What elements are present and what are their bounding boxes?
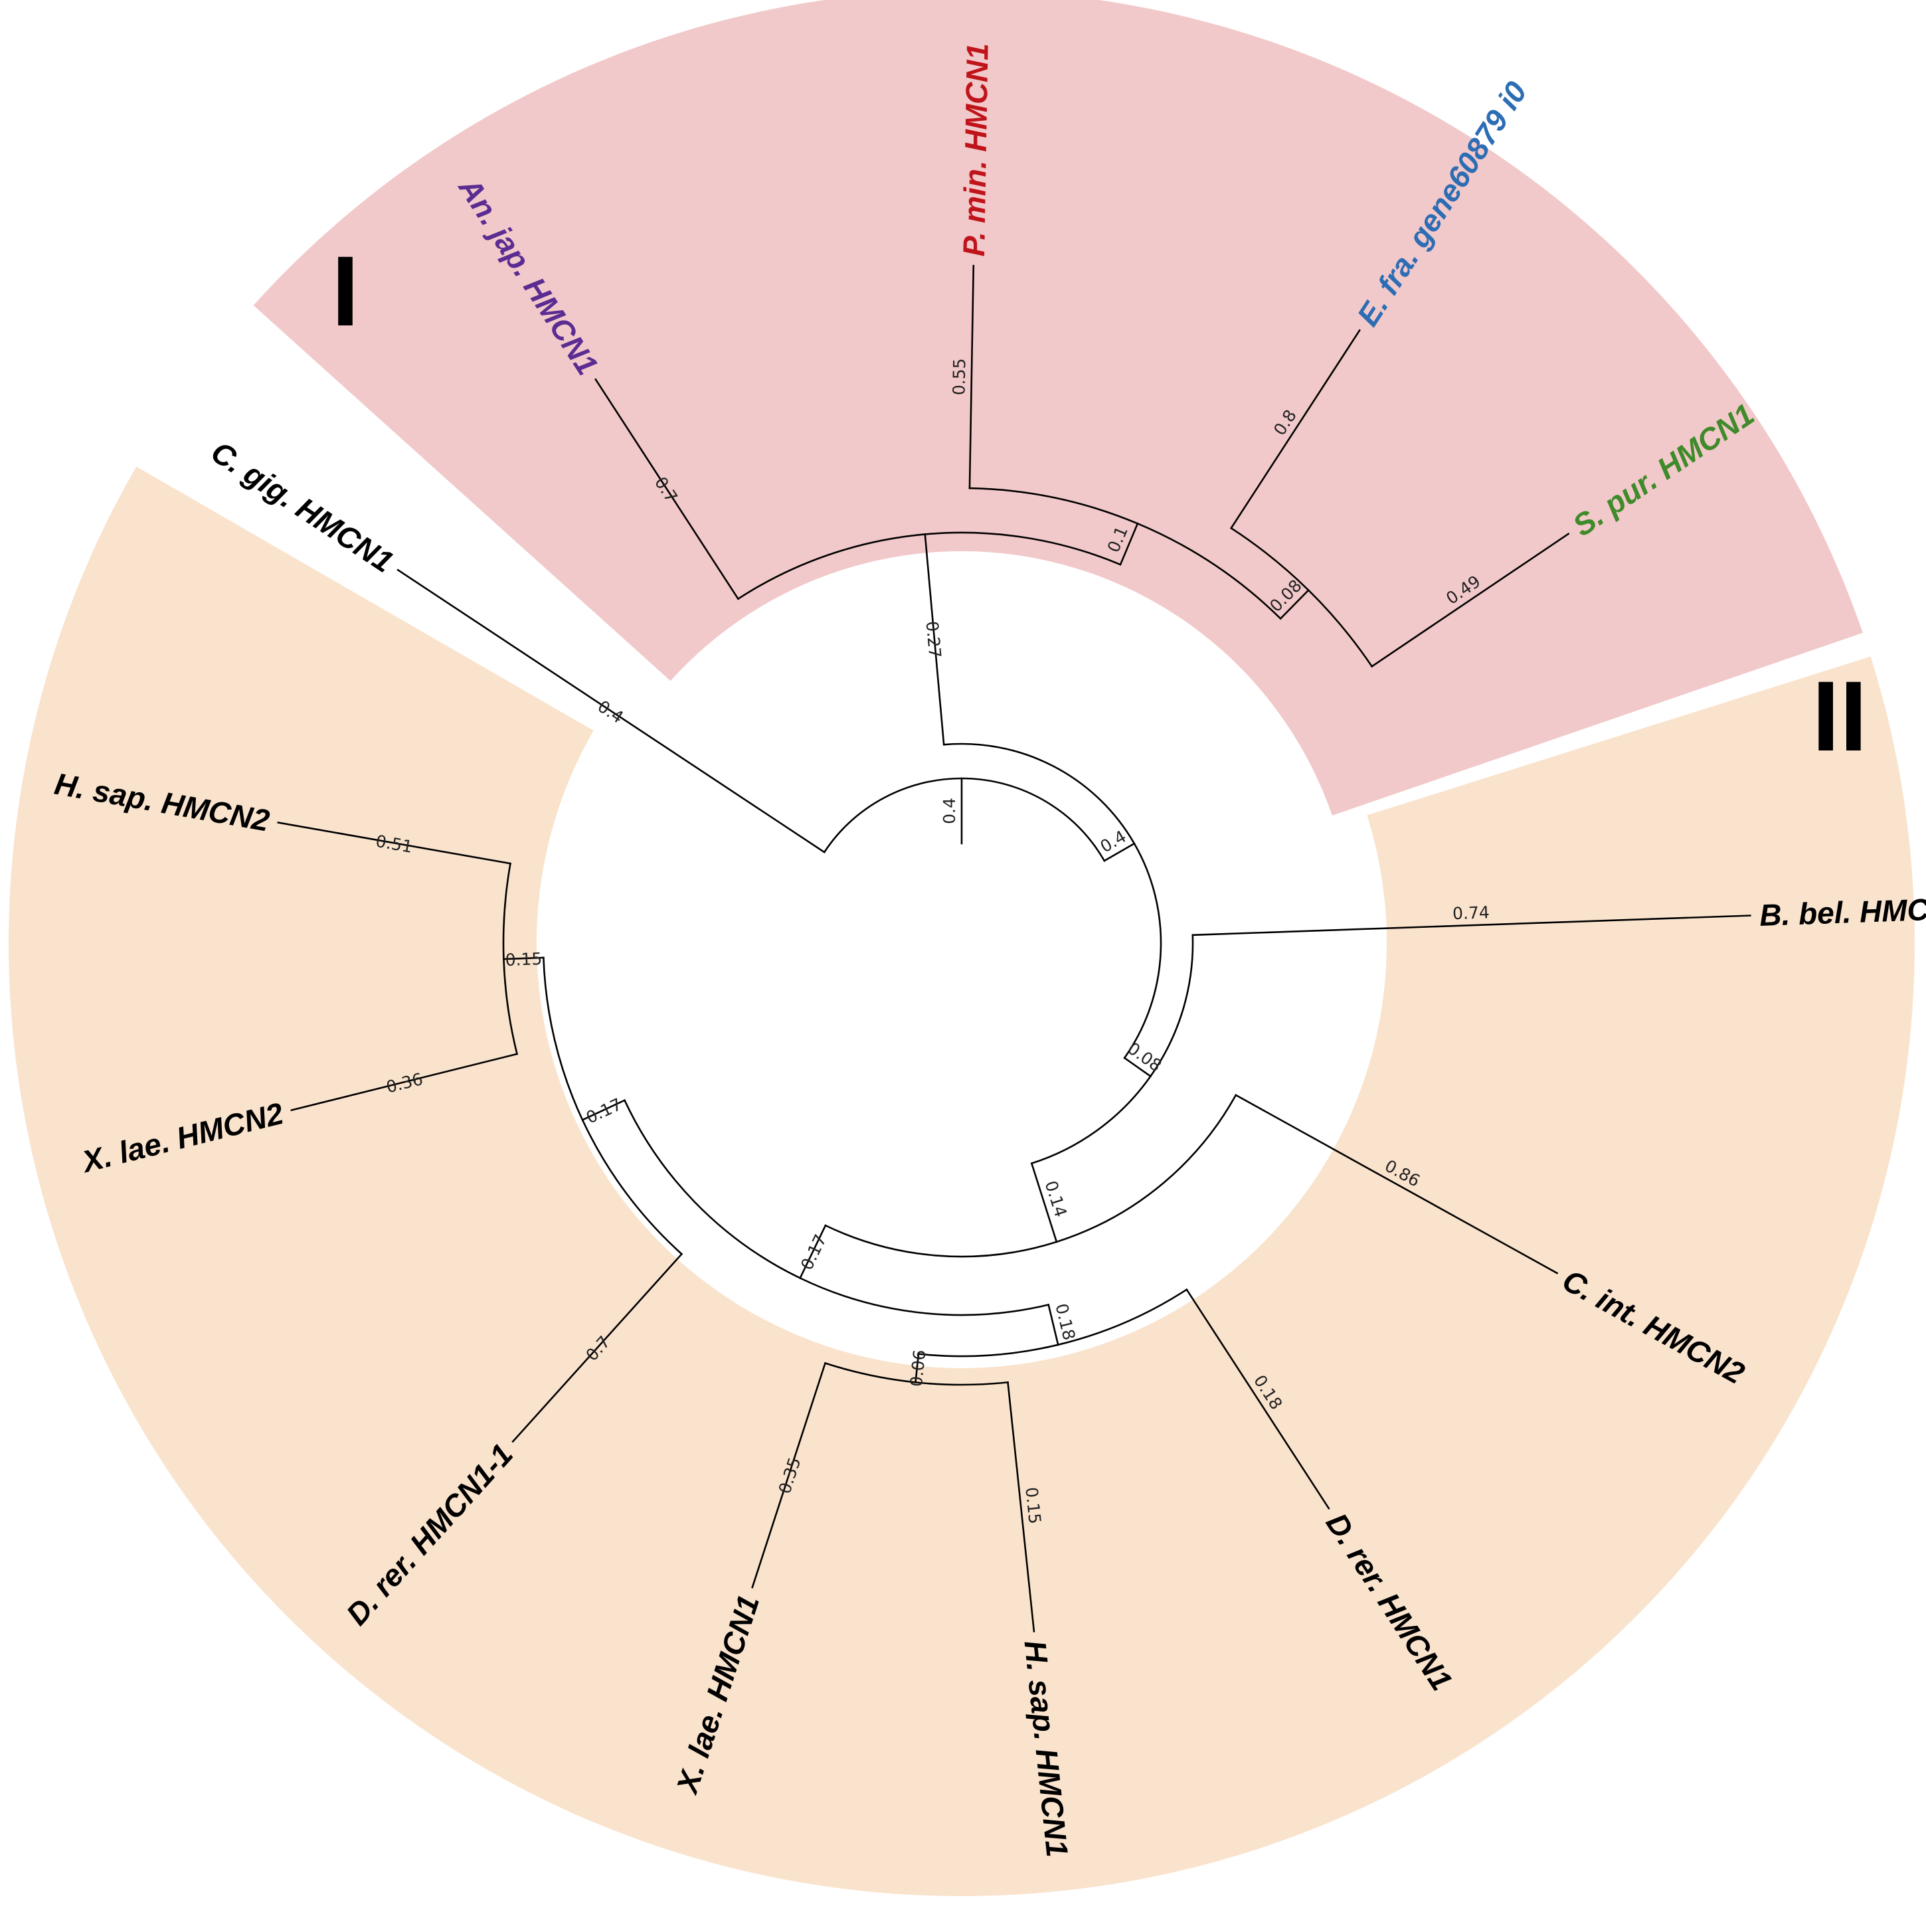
arc-root (823, 777, 1106, 862)
arc-n7 (623, 1098, 1050, 1316)
arc-n2 (737, 531, 1122, 600)
branch-pmin (968, 264, 975, 489)
arc-n11 (502, 862, 519, 1055)
clade-II-sector (8, 466, 1915, 1897)
arc-n9 (824, 1361, 1009, 1386)
branch-length-cgig: 0.4 (594, 697, 627, 727)
branch-n11 (503, 956, 545, 960)
branch-length-n5: 0.08 (1124, 1039, 1165, 1076)
branch-length-bbel: 0.74 (1452, 903, 1490, 923)
branch-length-n10: 0.17 (583, 1095, 625, 1128)
branch-n8 (1047, 1303, 1059, 1346)
arc-n6 (824, 1094, 1237, 1258)
branch-length-hsap1: 0.15 (1021, 1486, 1045, 1525)
branch-cint (1235, 1094, 1559, 1274)
branch-bbel (1191, 915, 1751, 936)
branch-n4 (1279, 588, 1310, 620)
branch-length-n7: 0.17 (797, 1231, 830, 1273)
branch-anjap (594, 378, 740, 600)
branch-n2 (924, 533, 945, 746)
branch-n5 (1123, 1057, 1152, 1078)
branch-drer11 (511, 1253, 683, 1443)
branch-n6 (1030, 1162, 1058, 1243)
branch-length-n11: 0.15 (505, 949, 543, 970)
clade-I-label: I (331, 235, 359, 347)
branch-n7 (798, 1224, 827, 1280)
branch-length-n6: 0.14 (1041, 1178, 1071, 1219)
arc-n8 (917, 1288, 1188, 1358)
arc-n3 (968, 487, 1282, 620)
clade-II-label: II (1812, 660, 1867, 772)
leaf-label-pmin: P. min. HMCN1 (956, 43, 995, 257)
branch-length-n2: 0.27 (922, 620, 945, 659)
branch-length-root: 0.4 (940, 798, 959, 824)
branch-hsap1 (1007, 1381, 1035, 1632)
branch-length-pmin: 0.55 (949, 358, 969, 395)
arc-n1 (942, 743, 1162, 1059)
branch-drer1 (1185, 1288, 1330, 1510)
branch-length-n1: 0.4 (1097, 827, 1130, 857)
branch-efra (1229, 329, 1361, 529)
branch-xlae1 (751, 1361, 827, 1589)
arc-n10 (543, 956, 683, 1256)
branch-cgig (396, 569, 826, 853)
branch-hsap2 (277, 822, 511, 865)
branch-length-n9: 0.06 (907, 1349, 930, 1387)
clade-I-sector (253, 0, 1863, 816)
branch-n9 (915, 1353, 920, 1383)
branch-n3 (1119, 522, 1139, 566)
arc-n4 (1229, 527, 1373, 668)
branch-n1 (1103, 842, 1136, 862)
leaf-label-bbel: B. bel. HMCN1 (1759, 891, 1926, 932)
arc-n5 (1030, 934, 1194, 1165)
tree-branches (277, 264, 1751, 1632)
branch-spur (1370, 532, 1570, 668)
branch-xlae2 (290, 1053, 519, 1112)
branch-n10 (581, 1098, 626, 1121)
